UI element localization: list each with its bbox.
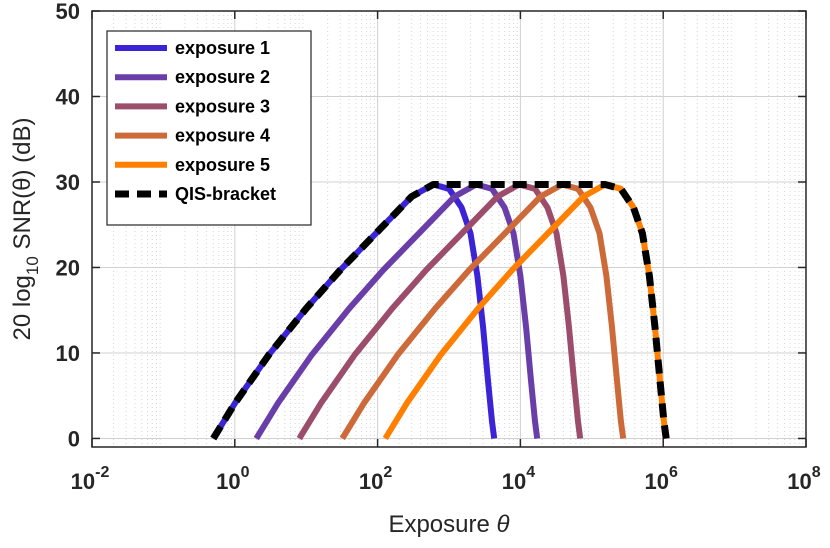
x-tick-label: 102 [359, 464, 392, 494]
series-line-qis-bracket [210, 181, 670, 441]
y-tick-label: 50 [56, 0, 80, 24]
y-tick-label: 30 [56, 170, 80, 195]
legend-entry: exposure 3 [175, 96, 270, 116]
axis-labels: Exposure θ 20 log10 SNR(θ) (dB) [9, 118, 510, 539]
x-tick-label: 10-2 [71, 464, 110, 494]
legend-entry: QIS-bracket [175, 184, 276, 204]
y-tick-label: 20 [56, 255, 80, 280]
series-line-exposure-1 [210, 181, 498, 441]
legend-entry: exposure 5 [175, 155, 270, 175]
grid-layer [91, 10, 807, 447]
x-tick-label: 100 [216, 464, 249, 494]
y-tick-label: 10 [56, 341, 80, 366]
series-line-exposure-2 [253, 181, 541, 441]
series-line-exposure-3 [296, 181, 584, 441]
y-tick-label: 40 [56, 84, 80, 109]
x-axis-label: Exposure θ [388, 511, 509, 538]
y-tick-label: 0 [68, 426, 80, 451]
legend: exposure 1 exposure 2 exposure 3 exposure 4… [106, 30, 312, 226]
legend-entry: exposure 1 [175, 38, 270, 58]
legend-entry: exposure 2 [175, 67, 270, 87]
axes-layer: 10-2 100 102 104 106 108 0 10 20 30 40 50 [56, 0, 821, 494]
series-layer [210, 181, 670, 441]
y-axis-label: 20 log10 SNR(θ) (dB) [9, 118, 42, 341]
x-tick-label: 108 [787, 464, 820, 494]
x-tick-label: 104 [502, 464, 535, 494]
axes-frame [91, 10, 807, 448]
x-tick-label: 106 [645, 464, 678, 494]
legend-entry: exposure 4 [175, 126, 270, 146]
